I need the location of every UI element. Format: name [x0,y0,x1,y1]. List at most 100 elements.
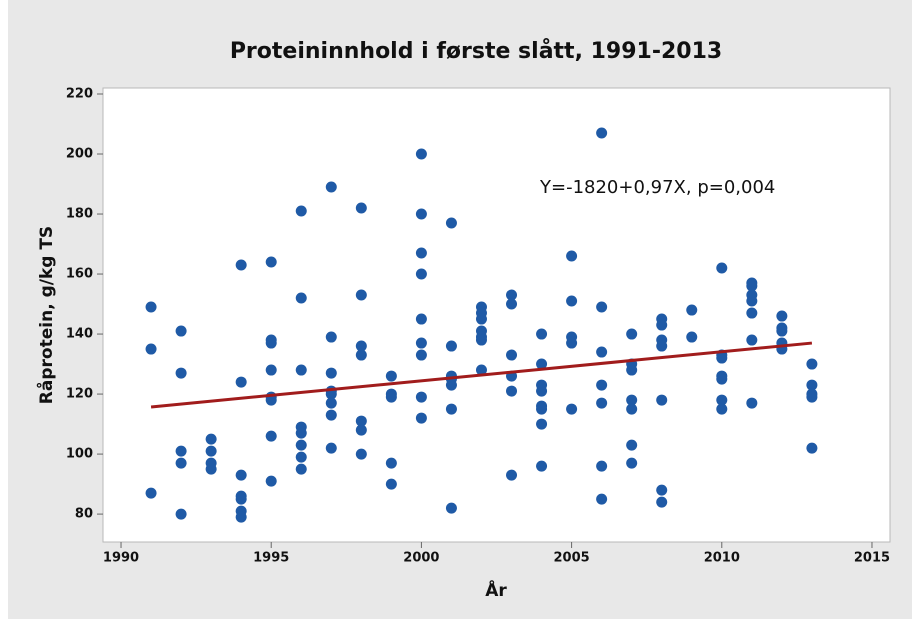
data-point [716,262,728,274]
data-point [566,250,578,262]
data-point [415,148,427,160]
data-point [626,439,638,451]
data-point [265,364,277,376]
fit-line [150,341,813,409]
x-tick-label: 2005 [554,551,590,566]
data-point [475,313,487,325]
x-tick-label: 2000 [403,551,439,566]
data-point [596,127,608,139]
data-point [445,403,457,415]
y-tick-label: 180 [66,207,93,222]
data-point [415,247,427,259]
data-point [385,370,397,382]
data-point [806,358,818,370]
x-tick-label: 2010 [704,551,740,566]
data-point [235,376,247,388]
data-point [716,352,728,364]
data-point [686,304,698,316]
data-point [806,379,818,391]
data-point [175,367,187,379]
data-point [235,511,247,523]
data-point [295,427,307,439]
data-point [205,445,217,457]
data-point [295,205,307,217]
data-point [385,457,397,469]
data-point [325,397,337,409]
data-point [295,463,307,475]
data-point [175,508,187,520]
data-point [596,379,608,391]
data-point [596,493,608,505]
data-point [716,394,728,406]
data-point [175,325,187,337]
data-point [355,424,367,436]
data-point [596,346,608,358]
data-point [626,394,638,406]
data-point [415,208,427,220]
data-point [385,391,397,403]
data-point [445,340,457,352]
data-point [325,367,337,379]
data-point [536,418,548,430]
data-point [355,340,367,352]
data-point [355,349,367,361]
data-point [566,337,578,349]
data-point [415,412,427,424]
data-point [746,307,758,319]
data-point [776,310,788,322]
data-point [656,340,668,352]
data-point [265,256,277,268]
data-point [626,328,638,340]
data-point [415,268,427,280]
data-point [295,364,307,376]
data-point [536,385,548,397]
data-point [746,397,758,409]
data-point [385,478,397,490]
data-point [295,292,307,304]
data-point [205,463,217,475]
data-point [475,364,487,376]
y-tick-label: 160 [66,267,93,282]
data-point [415,391,427,403]
x-tick-label: 1990 [103,551,139,566]
data-point [746,295,758,307]
data-point [596,301,608,313]
data-point [566,403,578,415]
data-point [506,385,518,397]
x-tick-label: 2015 [854,551,890,566]
data-point [626,403,638,415]
data-point [746,334,758,346]
y-tick-label: 220 [66,87,93,102]
data-point [235,469,247,481]
data-point [746,280,758,292]
data-point [325,409,337,421]
data-point [355,289,367,301]
data-point [536,328,548,340]
data-point [145,301,157,313]
data-point [536,358,548,370]
data-point [295,451,307,463]
y-tick-label: 200 [66,147,93,162]
data-point [716,403,728,415]
data-point [716,373,728,385]
y-tick-label: 80 [75,507,93,522]
data-point [656,394,668,406]
data-point [265,430,277,442]
data-point [325,331,337,343]
data-point [445,217,457,229]
data-point [506,289,518,301]
data-point [506,298,518,310]
data-point [325,388,337,400]
data-point [445,379,457,391]
y-tick-label: 120 [66,387,93,402]
data-point [806,442,818,454]
data-point [596,460,608,472]
data-point [626,364,638,376]
data-point [415,349,427,361]
x-tick-label: 1995 [253,551,289,566]
data-point [776,325,788,337]
data-point [325,442,337,454]
data-point [235,493,247,505]
plot-area [102,87,891,543]
